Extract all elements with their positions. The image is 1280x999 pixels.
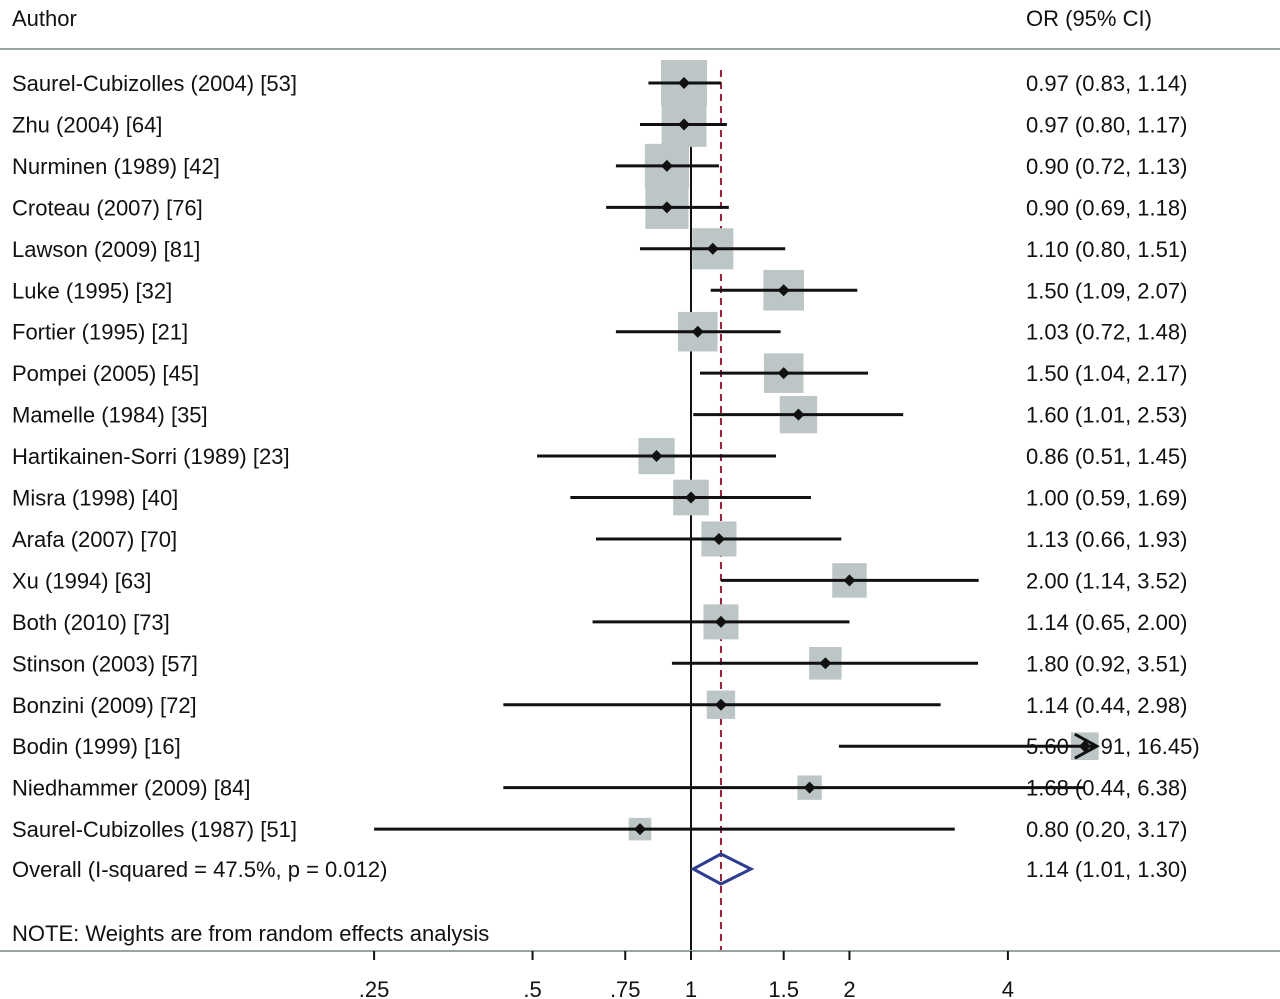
study-point: [660, 159, 673, 172]
study-label: Fortier (1995) [21]: [12, 320, 188, 345]
study-label: Niedhammer (2009) [84]: [12, 776, 250, 801]
study-ci-text: 0.90 (0.69, 1.18): [1026, 195, 1187, 220]
study-ci-text: 2.00 (1.14, 3.52): [1026, 568, 1187, 593]
study-point: [777, 367, 790, 380]
x-axis-ticks: .25 .5 .75 1 1.5 2 4: [359, 951, 1014, 999]
study-label: Arafa (2007) [70]: [12, 527, 177, 552]
study-ci-text: 0.90 (0.72, 1.13): [1026, 154, 1187, 179]
weights-note: NOTE: Weights are from random effects an…: [12, 921, 489, 946]
overall-label: Overall (I-squared = 47.5%, p = 0.012): [12, 857, 387, 882]
study-point: [706, 242, 719, 255]
study-ci-text: 1.50 (1.04, 2.17): [1026, 361, 1187, 386]
x-tick-label: 2: [843, 977, 855, 999]
study-point: [714, 698, 727, 711]
study-point: [712, 532, 725, 545]
study-ci-text: 1.50 (1.09, 2.07): [1026, 278, 1187, 303]
x-tick-label: .5: [523, 977, 541, 999]
study-point: [803, 781, 816, 794]
study-ci-text: 1.14 (0.44, 2.98): [1026, 693, 1187, 718]
header-or-ci: OR (95% CI): [1026, 6, 1152, 31]
study-point: [650, 450, 663, 463]
study-label: Bonzini (2009) [72]: [12, 693, 197, 718]
x-tick-label: 1.5: [768, 977, 799, 999]
study-point: [685, 491, 697, 504]
study-label: Mamelle (1984) [35]: [12, 403, 208, 428]
x-tick-label: .25: [359, 977, 390, 999]
study-label: Zhu (2004) [64]: [12, 112, 162, 137]
study-point: [660, 201, 673, 214]
study-point: [633, 823, 646, 836]
study-point: [678, 77, 691, 89]
plot-area: [374, 60, 1100, 951]
study-point: [714, 615, 727, 628]
header-author: Author: [12, 6, 77, 31]
x-tick-label: .75: [610, 977, 641, 999]
study-ci-text: 0.97 (0.83, 1.14): [1026, 71, 1187, 96]
study-label: Luke (1995) [32]: [12, 278, 172, 303]
study-ci-text: 1.13 (0.66, 1.93): [1026, 527, 1187, 552]
x-tick-label: 4: [1002, 977, 1014, 999]
ci-arrow-right: [1074, 732, 1100, 760]
study-ci-text: 0.86 (0.51, 1.45): [1026, 444, 1187, 469]
study-label: Bodin (1999) [16]: [12, 734, 181, 759]
study-ci-text: 1.80 (0.92, 3.51): [1026, 651, 1187, 676]
study-label: Xu (1994) [63]: [12, 568, 151, 593]
study-ci-text: 1.60 (1.01, 2.53): [1026, 403, 1187, 428]
study-label: Hartikainen-Sorri (1989) [23]: [12, 444, 290, 469]
study-point: [691, 325, 704, 338]
study-label: Misra (1998) [40]: [12, 486, 178, 511]
x-tick-label: 1: [685, 977, 697, 999]
study-point: [1078, 740, 1091, 753]
overall-diamond: [690, 852, 755, 886]
study-point: [819, 657, 832, 670]
study-label: Lawson (2009) [81]: [12, 237, 200, 262]
study-point: [843, 574, 856, 587]
study-point: [678, 118, 691, 131]
study-ci-text: 1.03 (0.72, 1.48): [1026, 320, 1187, 345]
study-label: Saurel-Cubizolles (1987) [51]: [12, 817, 297, 842]
study-label: Both (2010) [73]: [12, 610, 170, 635]
study-ci-text: 1.00 (0.59, 1.69): [1026, 486, 1187, 511]
study-point: [792, 408, 805, 421]
study-label: Saurel-Cubizolles (2004) [53]: [12, 71, 297, 96]
study-labels: Saurel-Cubizolles (2004) [53] Zhu (2004) …: [12, 71, 297, 842]
study-label: Pompei (2005) [45]: [12, 361, 199, 386]
study-ci-text: 1.14 (0.65, 2.00): [1026, 610, 1187, 635]
study-label: Croteau (2007) [76]: [12, 195, 203, 220]
study-point: [777, 284, 790, 297]
study-ci-text: 1.10 (0.80, 1.51): [1026, 237, 1187, 262]
study-label: Stinson (2003) [57]: [12, 651, 198, 676]
study-label: Nurminen (1989) [42]: [12, 154, 220, 179]
ci-texts: 0.97 (0.83, 1.14) 0.97 (0.80, 1.17) 0.90 (…: [1026, 71, 1200, 842]
overall-ci-text: 1.14 (1.01, 1.30): [1026, 857, 1187, 882]
study-ci-text: 0.80 (0.20, 3.17): [1026, 817, 1187, 842]
study-ci-text: 0.97 (0.80, 1.17): [1026, 112, 1187, 137]
